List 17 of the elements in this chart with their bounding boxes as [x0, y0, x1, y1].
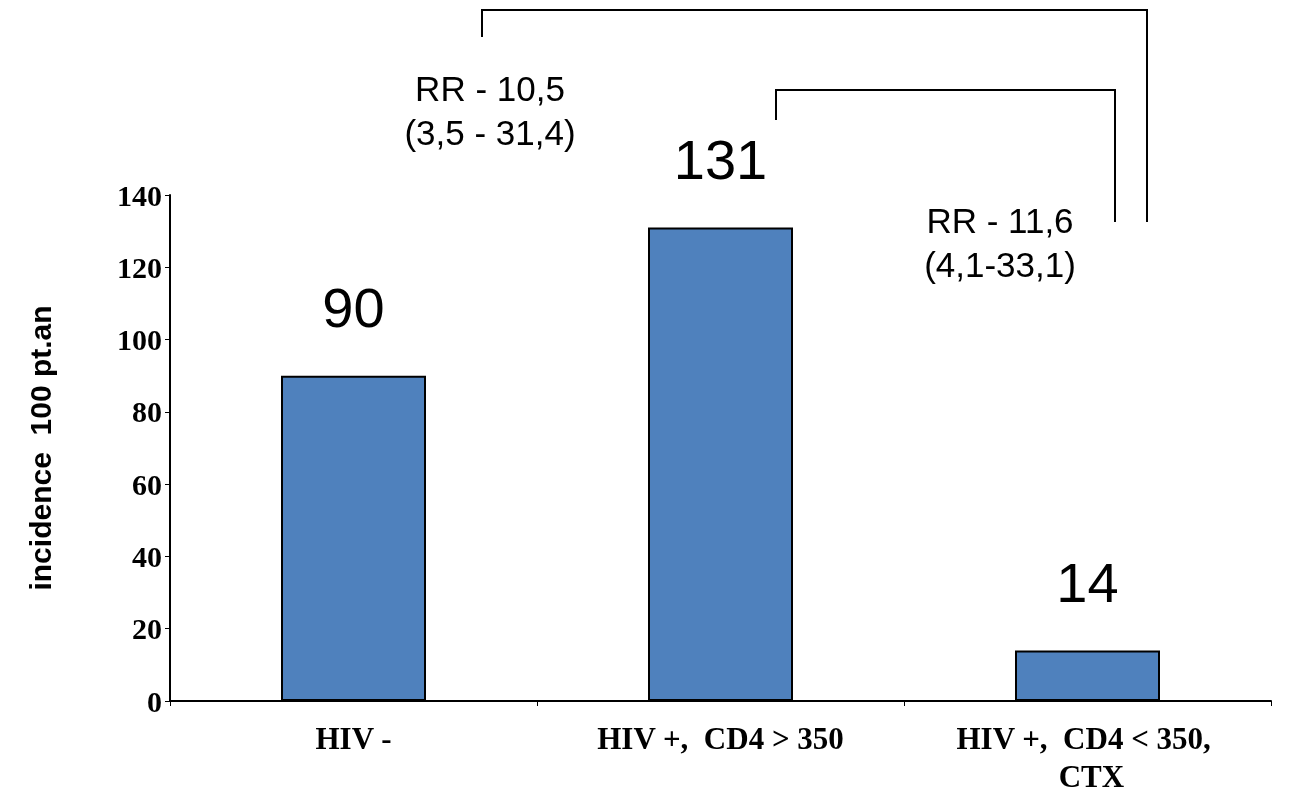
y-tick-label: 20: [132, 612, 162, 646]
y-tick-label: 40: [132, 539, 162, 573]
x-tick-label: HIV +, CD4 < 350, CTX: [956, 720, 1219, 794]
text: RR - 10,5 (3,5 - 31,4): [404, 68, 576, 152]
data-label: 14: [1056, 550, 1119, 614]
y-tick-label: 60: [132, 467, 162, 501]
data-label: 131: [673, 128, 768, 192]
y-tick-label: 120: [117, 250, 162, 284]
x-tick-label: HIV +, CD4 > 350: [597, 720, 844, 756]
y-tick-label: 80: [132, 395, 162, 429]
y-tick-label: 100: [117, 323, 162, 357]
annotation: RR - 11,6 (4,1-33,1): [924, 200, 1076, 284]
x-tick-label: HIV -: [315, 720, 392, 756]
data-label: 90: [322, 276, 385, 340]
y-tick-label: 140: [117, 178, 162, 212]
y-tick-label: 0: [147, 684, 162, 718]
y-axis-title: incidence 100 pt.an: [23, 305, 57, 591]
